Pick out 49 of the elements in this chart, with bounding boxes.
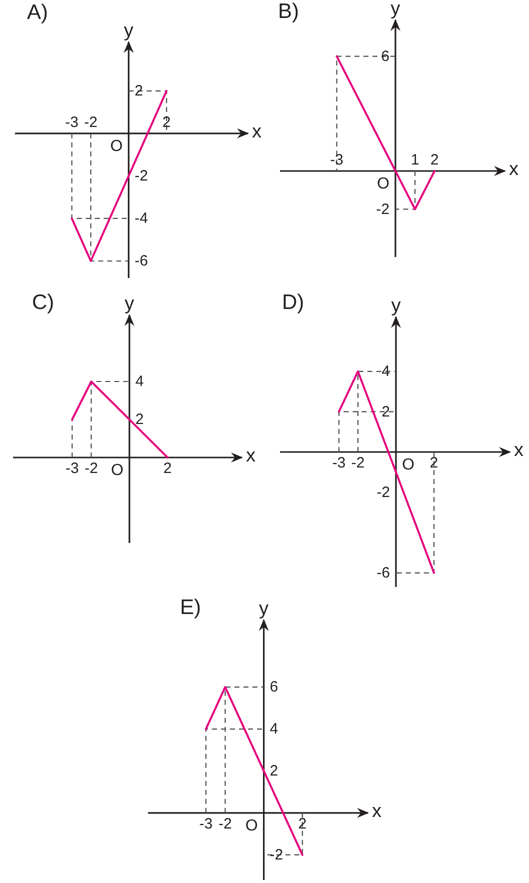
y-tick-label: 4 — [270, 720, 278, 738]
x-axis-title: x — [252, 122, 262, 143]
y-tick-label: -2 — [376, 200, 390, 218]
y-tick-label: -6 — [134, 252, 148, 270]
x-axis-title: x — [514, 440, 524, 462]
x-axis-title: x — [509, 159, 519, 180]
x-tick-label: -3 — [65, 114, 78, 132]
annotation: O — [402, 456, 414, 474]
y-tick-label: 2 — [382, 403, 390, 420]
x-tick-label: 2 — [298, 816, 307, 833]
x-axis-title: x — [246, 446, 256, 467]
x-tick-label: -2 — [84, 460, 98, 478]
x-tick-label: -3 — [199, 816, 213, 833]
annotation: O — [376, 175, 390, 192]
annotation: O — [110, 138, 123, 155]
annotation: O — [110, 462, 124, 479]
y-tick-label: -2 — [134, 168, 148, 185]
y-tick-label: 6 — [270, 678, 278, 696]
y-axis-title: y — [391, 296, 402, 317]
x-tick-label: -3 — [65, 460, 79, 478]
y-tick-label: 4 — [135, 373, 144, 390]
y-tick-label: 2 — [135, 411, 144, 428]
y-tick-label: -2 — [376, 484, 390, 501]
x-tick-label: -2 — [218, 816, 232, 833]
chart-title: A) — [27, 1, 48, 24]
chart-title: B) — [278, 0, 299, 23]
x-axis-title: x — [372, 801, 382, 822]
x-tick-label: 2 — [163, 460, 172, 478]
x-tick-label: 2 — [430, 152, 439, 169]
chart-title: E) — [180, 596, 201, 619]
chart-title: D) — [282, 291, 304, 314]
y-tick-label: 4 — [382, 363, 390, 380]
y-axis-title: y — [124, 294, 135, 315]
chart-title: C) — [32, 291, 54, 314]
y-axis-title: y — [390, 0, 401, 20]
x-tick-label: 2 — [162, 114, 171, 132]
x-tick-label: 2 — [430, 454, 438, 472]
x-tick-label: 1 — [410, 152, 420, 169]
y-axis-title: y — [124, 20, 134, 42]
x-tick-label: -2 — [84, 114, 98, 132]
annotation: O — [245, 817, 258, 834]
x-tick-label: -3 — [332, 454, 346, 472]
y-tick-label: -2 — [270, 846, 284, 864]
y-tick-label: -4 — [134, 210, 148, 228]
y-axis-title: y — [259, 598, 270, 620]
y-tick-label: 2 — [270, 762, 278, 780]
x-tick-label: -3 — [330, 152, 344, 169]
y-tick-label: -6 — [376, 564, 390, 582]
x-tick-label: -2 — [351, 454, 365, 472]
